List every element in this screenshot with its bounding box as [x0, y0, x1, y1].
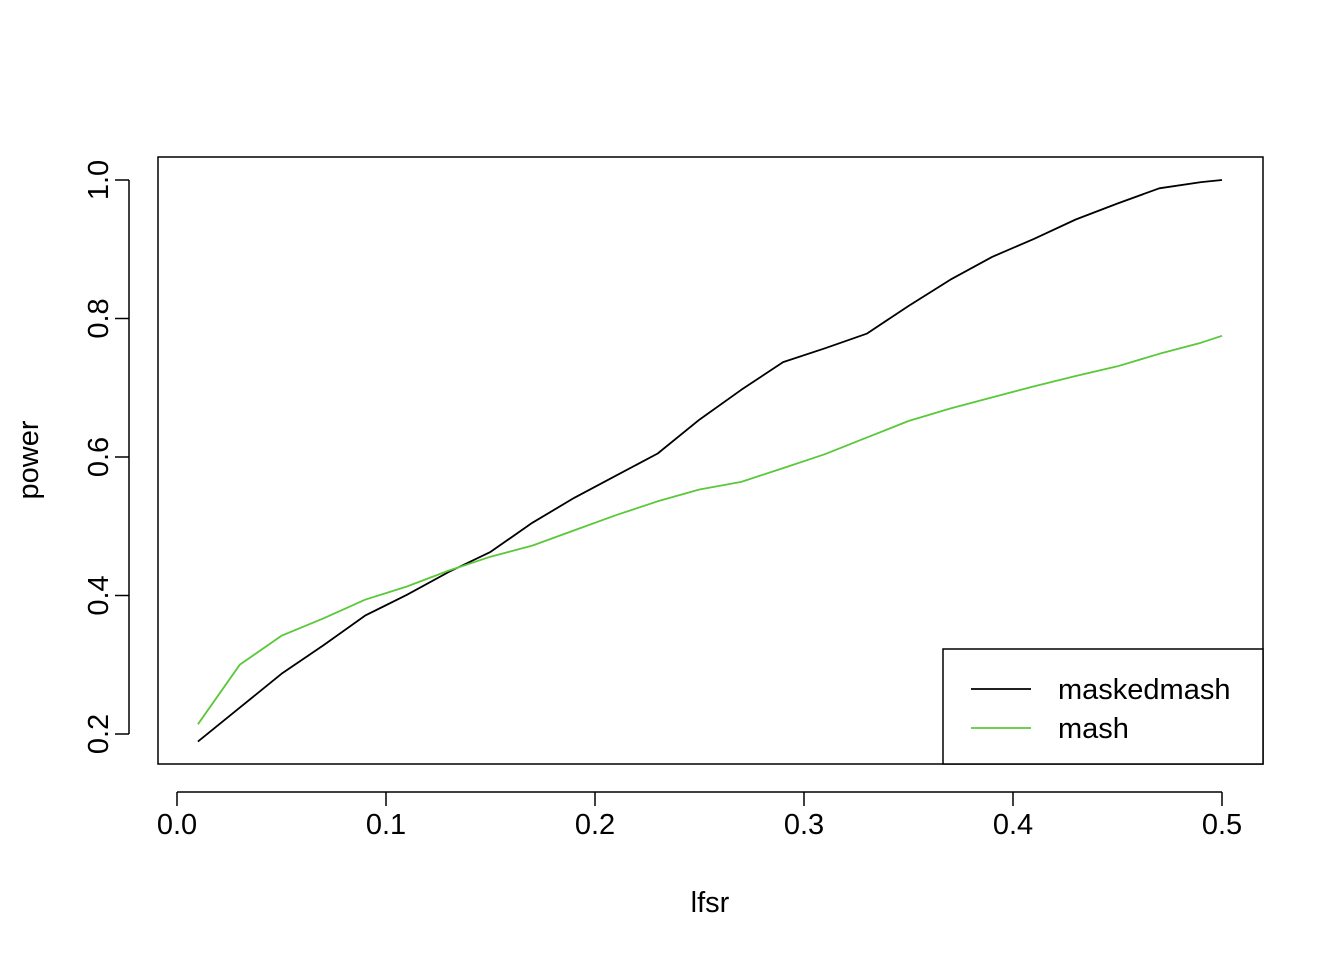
y-tick-label: 0.4 [83, 575, 115, 615]
x-tick-label: 0.0 [157, 809, 197, 841]
series-line-maskedmash [197, 179, 1223, 743]
legend: maskedmash mash [942, 648, 1264, 765]
x-tick-label: 0.2 [575, 809, 615, 841]
x-tick-label: 0.1 [366, 809, 406, 841]
legend-label-maskedmash: maskedmash [1058, 674, 1230, 706]
y-tick-label: 0.6 [83, 437, 115, 477]
x-axis: 0.0 0.1 0.2 0.3 0.4 0.5 [157, 791, 1242, 841]
series-layer [197, 179, 1223, 743]
y-tick-label: 1.0 [83, 160, 115, 200]
y-axis: 0.2 0.4 0.6 0.8 1.0 [83, 160, 130, 754]
y-axis-title: power [13, 420, 45, 499]
x-tick-label: 0.3 [784, 809, 824, 841]
x-tick-label: 0.5 [1202, 809, 1242, 841]
y-tick-label: 0.2 [83, 714, 115, 754]
y-tick-label: 0.8 [83, 298, 115, 338]
plot-frame [157, 156, 1264, 765]
legend-label-mash: mash [1058, 713, 1129, 745]
x-axis-title: lfsr [691, 887, 730, 919]
legend-box [942, 648, 1264, 765]
series-line-mash [197, 334, 1223, 725]
x-tick-label: 0.4 [993, 809, 1033, 841]
